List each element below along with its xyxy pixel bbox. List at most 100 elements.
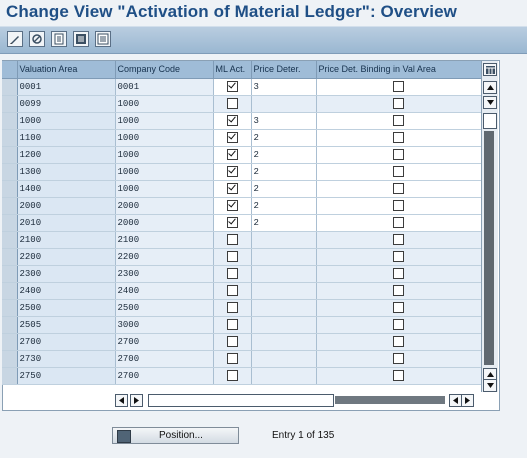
ml-act-checkbox[interactable] — [226, 234, 238, 246]
price-det-binding-checkbox[interactable] — [393, 200, 404, 212]
select-all-rows-cell[interactable] — [2, 61, 18, 79]
price-det-binding-checkbox[interactable] — [393, 81, 404, 93]
ml-act-checkbox[interactable] — [226, 336, 238, 348]
row-selector[interactable] — [2, 350, 18, 368]
price-deter-field[interactable]: 2 — [251, 180, 317, 198]
column-header-price-deter[interactable]: Price Deter. — [251, 61, 317, 79]
details-icon[interactable] — [51, 31, 67, 47]
column-settings-icon[interactable] — [483, 63, 497, 76]
row-selector[interactable] — [2, 197, 18, 215]
price-deter-field[interactable] — [251, 299, 317, 317]
price-det-binding-checkbox[interactable] — [393, 353, 404, 365]
ml-act-checkbox[interactable] — [226, 217, 238, 229]
ml-act-checkbox[interactable] — [226, 285, 238, 297]
scroll-up-icon[interactable] — [483, 81, 497, 94]
row-selector[interactable] — [2, 146, 18, 164]
row-selector[interactable] — [2, 78, 18, 96]
row-selector[interactable] — [2, 180, 18, 198]
row-selector[interactable] — [2, 129, 18, 147]
ml-act-checkbox[interactable] — [226, 98, 238, 110]
horizontal-scroll-track[interactable] — [335, 396, 445, 404]
horizontal-scroll-thumb[interactable] — [148, 394, 334, 407]
row-selector[interactable] — [2, 112, 18, 130]
row-selector[interactable] — [2, 248, 18, 266]
ml-act-cell — [213, 163, 252, 181]
price-deter-field[interactable] — [251, 316, 317, 334]
ml-act-checkbox[interactable] — [226, 319, 238, 331]
price-det-binding-checkbox[interactable] — [393, 370, 404, 382]
price-det-binding-checkbox[interactable] — [393, 302, 404, 314]
price-deter-field[interactable]: 2 — [251, 129, 317, 147]
price-deter-field[interactable]: 2 — [251, 214, 317, 232]
price-deter-field[interactable] — [251, 282, 317, 300]
price-deter-field[interactable] — [251, 265, 317, 283]
ml-act-checkbox[interactable] — [226, 268, 238, 280]
price-deter-field[interactable]: 2 — [251, 197, 317, 215]
ml-act-checkbox[interactable] — [226, 200, 238, 212]
price-det-binding-checkbox[interactable] — [393, 336, 404, 348]
price-det-binding-checkbox[interactable] — [393, 285, 404, 297]
ml-act-checkbox[interactable] — [226, 149, 238, 161]
price-deter-field[interactable] — [251, 231, 317, 249]
price-deter-field[interactable] — [251, 95, 317, 113]
row-selector[interactable] — [2, 333, 18, 351]
ml-act-checkbox[interactable] — [226, 251, 238, 263]
price-det-binding-checkbox[interactable] — [393, 234, 404, 246]
ml-act-checkbox[interactable] — [226, 370, 238, 382]
row-selector[interactable] — [2, 367, 18, 385]
vertical-scroll-track[interactable] — [484, 131, 494, 365]
price-det-binding-checkbox[interactable] — [393, 217, 404, 229]
ml-act-checkbox[interactable] — [226, 353, 238, 365]
vertical-scrollbar[interactable] — [481, 61, 498, 392]
price-det-binding-checkbox[interactable] — [393, 319, 404, 331]
price-deter-field[interactable]: 2 — [251, 163, 317, 181]
price-det-binding-checkbox[interactable] — [393, 132, 404, 144]
column-header-ml-act[interactable]: ML Act. — [213, 61, 252, 79]
binding-cell — [316, 78, 482, 96]
price-deter-field[interactable] — [251, 248, 317, 266]
edit-icon[interactable] — [7, 31, 23, 47]
display-change-icon[interactable] — [29, 31, 45, 47]
ml-act-checkbox[interactable] — [226, 302, 238, 314]
ml-act-checkbox[interactable] — [226, 166, 238, 178]
column-header-valuation-area[interactable]: Valuation Area — [17, 61, 116, 79]
price-deter-field[interactable] — [251, 350, 317, 368]
horizontal-scrollbar[interactable] — [115, 394, 474, 407]
select-all-icon[interactable] — [73, 31, 89, 47]
price-det-binding-checkbox[interactable] — [393, 251, 404, 263]
row-selector[interactable] — [2, 163, 18, 181]
vertical-scroll-thumb[interactable] — [483, 113, 497, 129]
price-det-binding-checkbox[interactable] — [393, 98, 404, 110]
row-selector[interactable] — [2, 214, 18, 232]
ml-act-checkbox[interactable] — [226, 115, 238, 127]
row-selector[interactable] — [2, 95, 18, 113]
company-code-cell: 1000 — [115, 95, 214, 113]
scroll-right-first-icon[interactable] — [130, 394, 143, 407]
price-det-binding-checkbox[interactable] — [393, 115, 404, 127]
deselect-all-icon[interactable] — [95, 31, 111, 47]
page-right-icon[interactable] — [461, 394, 474, 407]
row-selector[interactable] — [2, 316, 18, 334]
price-deter-field[interactable]: 3 — [251, 78, 317, 96]
ml-act-checkbox[interactable] — [226, 81, 238, 93]
price-deter-field[interactable] — [251, 367, 317, 385]
column-header-company-code[interactable]: Company Code — [115, 61, 214, 79]
row-selector[interactable] — [2, 231, 18, 249]
ml-act-checkbox[interactable] — [226, 183, 238, 195]
price-deter-field[interactable] — [251, 333, 317, 351]
price-deter-field[interactable]: 3 — [251, 112, 317, 130]
ml-act-checkbox[interactable] — [226, 132, 238, 144]
price-det-binding-checkbox[interactable] — [393, 149, 404, 161]
scroll-left-icon[interactable] — [115, 394, 128, 407]
price-det-binding-checkbox[interactable] — [393, 183, 404, 195]
row-selector[interactable] — [2, 265, 18, 283]
price-det-binding-checkbox[interactable] — [393, 268, 404, 280]
position-button[interactable]: Position... — [112, 427, 239, 444]
row-selector[interactable] — [2, 282, 18, 300]
page-up-icon[interactable] — [483, 96, 497, 109]
row-selector[interactable] — [2, 299, 18, 317]
column-header-price-det-binding[interactable]: Price Det. Binding in Val Area — [316, 61, 482, 79]
scroll-down-icon[interactable] — [483, 379, 497, 392]
price-deter-field[interactable]: 2 — [251, 146, 317, 164]
price-det-binding-checkbox[interactable] — [393, 166, 404, 178]
